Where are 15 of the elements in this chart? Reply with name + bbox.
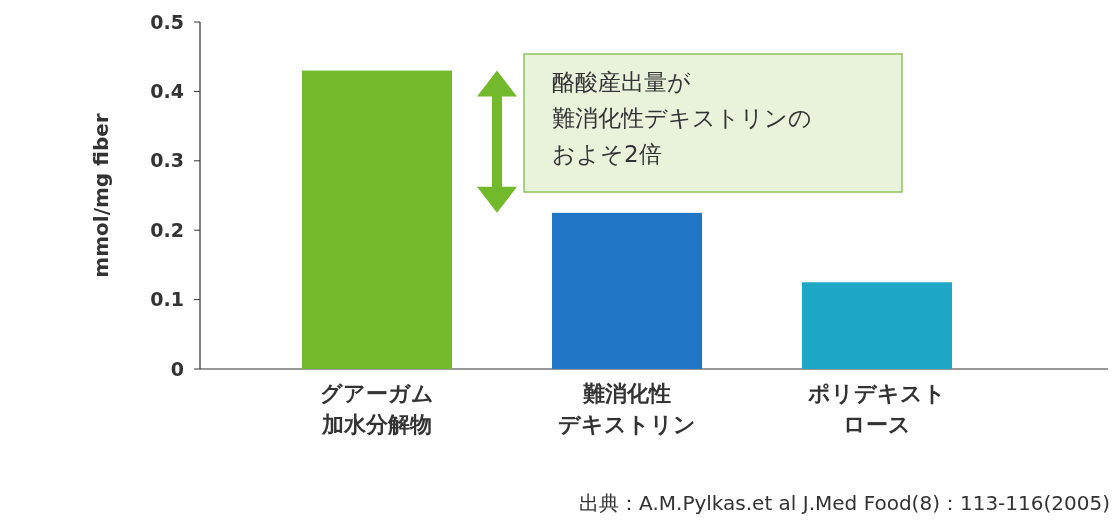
bar: [802, 282, 952, 369]
y-tick-label: 0: [170, 357, 184, 380]
y-tick-label: 0.3: [150, 149, 184, 172]
x-tick-label: ポリデキストロース: [807, 381, 946, 437]
x-tick-label: グアーガム加水分解物: [320, 381, 434, 437]
y-tick-label: 0.5: [150, 10, 184, 33]
x-tick-label: 難消化性デキストリン: [558, 381, 696, 437]
source-note: 出典：A.M.Pylkas.et al J.Med Food(8)：113-116(2005): [579, 491, 1110, 515]
y-tick-label: 0.2: [150, 218, 184, 241]
y-axis-title: mmol/mg fiber: [89, 113, 113, 278]
annotation: 酪酸産出量が難消化性デキストリンのおよそ2倍: [552, 69, 812, 167]
y-tick-label: 0.4: [150, 80, 184, 103]
bar: [552, 212, 702, 369]
y-tick-label: 0.1: [150, 288, 184, 311]
bar: [302, 70, 452, 369]
